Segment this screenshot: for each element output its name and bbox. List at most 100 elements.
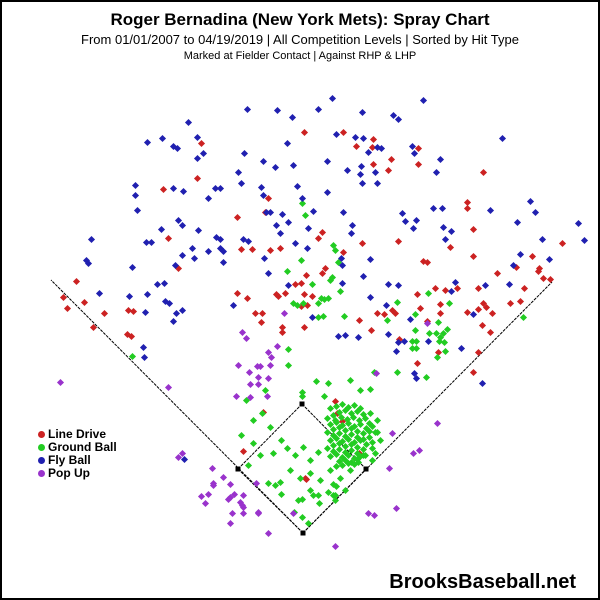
data-point-fly-ball [478, 379, 486, 387]
data-point-fly-ball [384, 330, 392, 338]
data-point-pop-up [385, 464, 393, 472]
data-point-fly-ball [429, 204, 437, 212]
data-point-line-drive [474, 305, 482, 313]
data-point-line-drive [352, 142, 360, 150]
data-point-pop-up [264, 529, 272, 537]
data-point-fly-ball [284, 281, 292, 289]
data-point-ground-ball [286, 466, 294, 474]
data-point-fly-ball [133, 206, 141, 214]
data-point-fly-ball [259, 157, 267, 165]
data-point-pop-up [245, 368, 253, 376]
data-point-fly-ball [169, 184, 177, 192]
data-point-ground-ball [366, 385, 374, 393]
data-point-ground-ball [284, 345, 292, 353]
data-point-pop-up [252, 479, 260, 487]
data-point-fly-ball [284, 218, 292, 226]
data-point-fly-ball [545, 255, 553, 263]
data-point-fly-ball [288, 113, 296, 121]
data-point-fly-ball [516, 250, 524, 258]
data-point-fly-ball [179, 187, 187, 195]
data-point-line-drive [59, 293, 67, 301]
data-point-ground-ball [340, 312, 348, 320]
data-point-ground-ball [244, 461, 252, 469]
data-point-fly-ball [184, 118, 192, 126]
data-point-fly-ball [314, 105, 322, 113]
page-title: Roger Bernadina (New York Mets): Spray C… [110, 10, 490, 29]
data-point-pop-up [208, 464, 216, 472]
data-point-fly-ball [513, 218, 521, 226]
data-point-fly-ball [303, 244, 311, 252]
data-point-fly-ball [371, 168, 379, 176]
data-point-fly-ball [328, 94, 336, 102]
data-point-ground-ball [324, 379, 332, 387]
data-point-ground-ball [266, 423, 274, 431]
data-point-fly-ball [293, 182, 301, 190]
data-point-ground-ball [314, 448, 322, 456]
data-point-fly-ball [264, 269, 272, 277]
data-point-line-drive [446, 243, 454, 251]
data-point-ground-ball [341, 486, 349, 494]
data-point-ground-ball [434, 318, 442, 326]
data-point-fly-ball [441, 235, 449, 243]
data-point-line-drive [479, 168, 487, 176]
data-point-line-drive [297, 279, 305, 287]
data-point-line-drive [164, 234, 172, 242]
data-point-line-drive [516, 297, 524, 305]
data-point-fly-ball [406, 315, 414, 323]
data-point-fly-ball [158, 134, 166, 142]
legend-dot-icon [38, 444, 45, 451]
data-point-fly-ball [358, 108, 366, 116]
data-point-line-drive [488, 309, 496, 317]
data-point-fly-ball [359, 272, 367, 280]
data-point-pop-up [433, 419, 441, 427]
data-point-fly-ball [283, 139, 291, 147]
data-point-line-drive [300, 128, 308, 136]
data-point-fly-ball [243, 105, 251, 113]
data-point-ground-ball [519, 313, 527, 321]
data-point-ground-ball [306, 469, 314, 477]
data-point-fly-ball [505, 280, 513, 288]
legend-item-line-drive: Line Drive [38, 428, 117, 441]
data-point-fly-ball [147, 238, 155, 246]
legend-item-pop-up: Pop Up [38, 467, 117, 480]
data-point-fly-ball [498, 134, 506, 142]
first-base [363, 466, 369, 472]
data-point-line-drive [237, 245, 245, 253]
data-point-fly-ball [194, 226, 202, 234]
data-point-fly-ball [193, 133, 201, 141]
data-point-pop-up [246, 380, 254, 388]
data-point-ground-ball [346, 466, 354, 474]
data-point-pop-up [232, 392, 240, 400]
data-point-pop-up [226, 480, 234, 488]
data-point-line-drive [486, 328, 494, 336]
data-point-fly-ball [271, 163, 279, 171]
data-point-pop-up [56, 378, 64, 386]
data-point-ground-ball [315, 499, 323, 507]
data-point-fly-ball [157, 225, 165, 233]
data-point-ground-ball [356, 386, 364, 394]
data-point-ground-ball [277, 436, 285, 444]
data-point-fly-ball [125, 292, 133, 300]
data-point-fly-ball [457, 344, 465, 352]
data-point-fly-ball [357, 162, 365, 170]
data-point-pop-up [331, 542, 339, 550]
second-base [299, 401, 305, 407]
data-point-ground-ball [312, 377, 320, 385]
data-point-fly-ball [229, 301, 237, 309]
data-point-ground-ball [306, 456, 314, 464]
data-point-fly-ball [128, 263, 136, 271]
data-point-line-drive [474, 284, 482, 292]
data-point-ground-ball [411, 326, 419, 334]
data-point-ground-ball [269, 449, 277, 457]
data-point-line-drive [520, 284, 528, 292]
data-point-ground-ball [301, 211, 309, 219]
data-point-ground-ball [291, 451, 299, 459]
data-point-pop-up [266, 361, 274, 369]
chart-subtitle: From 01/01/2007 to 04/19/2019 | All Comp… [81, 32, 519, 47]
data-point-fly-ball [234, 168, 242, 176]
data-point-fly-ball [526, 197, 534, 205]
data-point-line-drive [339, 128, 347, 136]
data-point-fly-ball [392, 347, 400, 355]
